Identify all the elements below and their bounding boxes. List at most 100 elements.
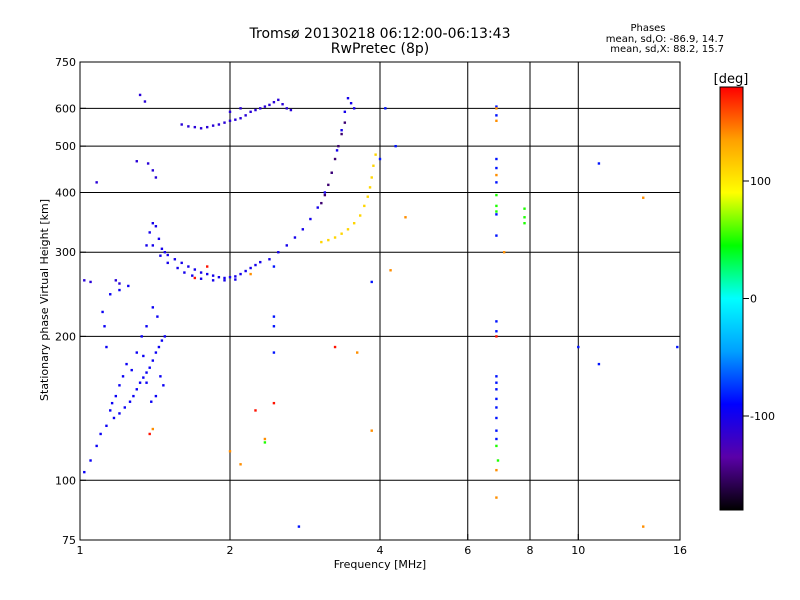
y-tick-label: 75 [62, 534, 76, 547]
chart-title-line2: RwPretec (8p) [331, 41, 429, 57]
data-point [495, 444, 498, 448]
data-point [123, 406, 126, 409]
data-point [151, 222, 155, 225]
data-point [151, 359, 155, 362]
data-point [154, 225, 158, 228]
data-points [83, 93, 679, 528]
data-point [228, 110, 232, 114]
data-point [138, 93, 142, 97]
data-point [370, 429, 373, 432]
data-point [340, 232, 343, 235]
data-point [495, 381, 498, 384]
data-point [109, 409, 112, 412]
data-point [254, 108, 257, 112]
data-point [340, 128, 343, 132]
data-point [301, 228, 305, 231]
data-point [156, 315, 159, 318]
data-point [384, 107, 387, 110]
colorbar-tick-label: 0 [750, 293, 757, 306]
colorbar-label: [deg] [714, 72, 749, 87]
y-tick-label: 750 [55, 56, 76, 69]
data-point [211, 274, 215, 277]
data-point [272, 351, 276, 354]
data-point [277, 98, 280, 102]
data-point [180, 261, 183, 265]
data-point [173, 258, 177, 261]
data-point [125, 362, 128, 366]
data-point [101, 310, 104, 314]
data-point [523, 207, 526, 210]
data-point [211, 124, 215, 127]
data-point [297, 525, 301, 528]
chart-title-line1: Tromsø 20130218 06:12:00-06:13:43 [249, 26, 511, 42]
data-point [138, 381, 142, 384]
data-point [372, 164, 375, 167]
data-point [148, 231, 151, 234]
data-point [142, 376, 145, 379]
data-point [83, 470, 86, 474]
data-point [272, 325, 276, 328]
data-point [132, 394, 135, 398]
data-point [205, 265, 209, 268]
data-point [333, 345, 337, 349]
y-tick-label: 400 [55, 186, 76, 199]
data-point [495, 429, 498, 432]
data-point [151, 244, 155, 247]
data-point [228, 119, 232, 123]
data-point [135, 388, 138, 391]
data-point [109, 293, 112, 296]
data-point [495, 213, 498, 216]
data-point [223, 276, 226, 280]
data-point [597, 362, 601, 366]
data-point [199, 271, 203, 274]
gridlines [80, 62, 680, 540]
data-point [495, 173, 498, 177]
data-point [118, 282, 121, 285]
y-axis-ticks: 75 100 200 300 400 500 600 750 [55, 56, 86, 547]
data-point [150, 400, 153, 403]
data-point [145, 244, 148, 247]
data-point [495, 320, 498, 323]
x-tick-label: 1 [77, 544, 84, 557]
data-point [268, 258, 271, 261]
data-point [285, 244, 288, 247]
data-point [249, 110, 252, 114]
data-point [346, 228, 350, 231]
data-point [370, 280, 373, 284]
data-point [193, 268, 197, 271]
data-point [642, 525, 645, 528]
data-point [495, 437, 498, 441]
data-point [249, 272, 252, 276]
data-point [239, 117, 242, 120]
data-point [148, 432, 151, 436]
x-tick-label: 10 [571, 544, 585, 557]
data-point [495, 204, 498, 208]
data-point [157, 237, 161, 241]
data-point [234, 118, 237, 121]
data-point [254, 409, 257, 412]
data-point [157, 345, 161, 349]
data-point [254, 263, 257, 267]
data-point [199, 277, 203, 280]
data-point [577, 345, 580, 349]
data-point [496, 459, 500, 462]
colorbar-tick-label: 100 [750, 175, 771, 188]
data-point [502, 251, 506, 254]
data-point [523, 216, 526, 219]
data-point [327, 183, 330, 187]
data-point [83, 279, 86, 282]
data-point [495, 114, 498, 117]
data-point [330, 171, 333, 174]
data-point [154, 351, 158, 354]
phases-title: Phases [630, 23, 665, 34]
data-point [154, 176, 158, 179]
data-point [495, 330, 498, 333]
data-point [110, 401, 114, 405]
data-point [114, 279, 118, 282]
data-point [180, 123, 183, 126]
data-point [105, 345, 108, 349]
data-point [495, 496, 498, 499]
data-point [205, 272, 209, 276]
data-point [217, 123, 221, 126]
data-point [495, 119, 498, 123]
